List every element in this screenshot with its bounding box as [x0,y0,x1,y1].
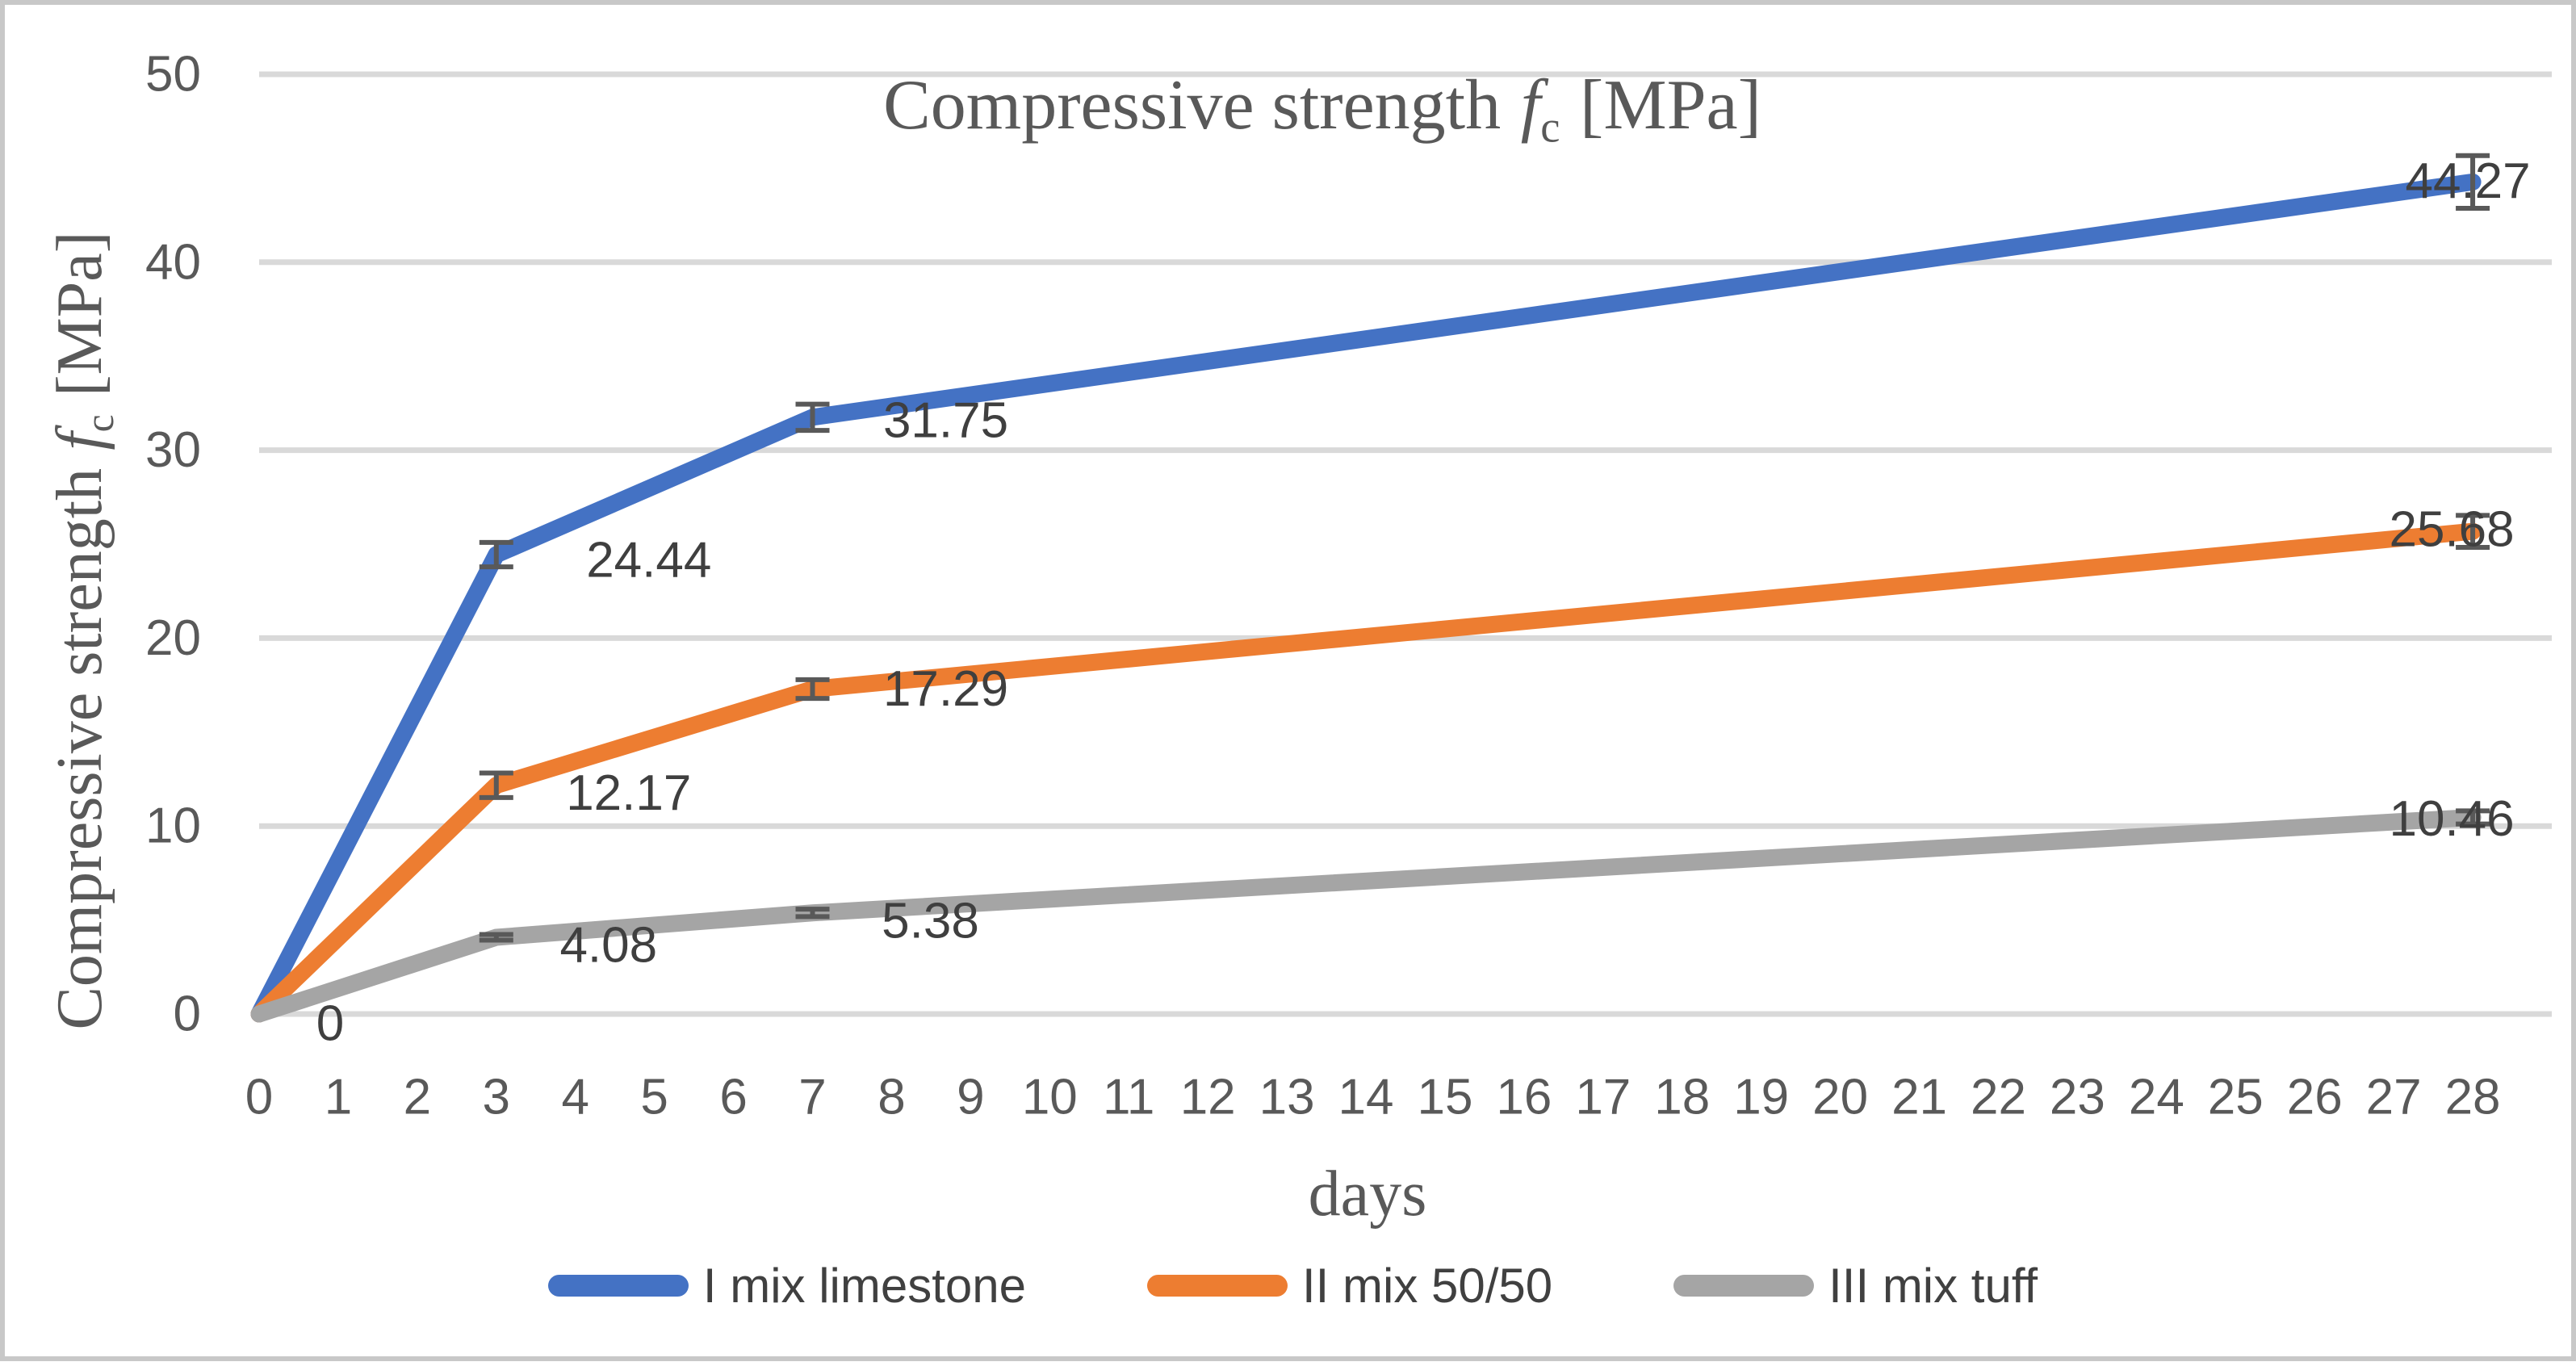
data-label: 17.29 [883,661,1008,717]
data-label: 5.38 [882,893,979,949]
x-tick-label: 11 [1103,1070,1154,1125]
y-axis-title-fc-italic: f [44,432,116,450]
chart-title: Compressive strength fc [MPa] [883,65,1761,152]
x-axis-title: days [1308,1159,1427,1230]
legend-swatch-gray [1673,1275,1815,1297]
x-tick-label: 25 [2208,1070,2264,1125]
legend: I mix limestone II mix 50/50 III mix tuf… [5,1258,2576,1314]
line-chart-canvas: 0 24.44 31.75 44.27 12.17 17.29 25.68 4.08 5.38 1… [145,47,2552,1125]
y-axis-title: Compressive strength fc [MPa] [44,232,123,1030]
x-tick-label: 7 [798,1070,826,1125]
x-tick-label: 19 [1733,1070,1789,1125]
legend-label: II mix 50/50 [1302,1259,1553,1313]
legend-swatch-orange [1147,1275,1288,1297]
chart-title-fc-italic: f [1520,66,1541,145]
legend-item-mix-2: II mix 50/50 [1147,1258,1552,1314]
x-tick-label: 27 [2366,1070,2422,1125]
data-label: 10.46 [2389,791,2514,847]
legend-item-mix-3: III mix tuff [1673,1258,2038,1314]
data-label: 0 [316,996,344,1052]
x-tick-label: 22 [1971,1070,2026,1125]
x-tick-label: 3 [483,1070,510,1125]
x-tick-label: 21 [1891,1070,1947,1125]
x-tick-label: 13 [1259,1070,1315,1125]
x-tick-label: 26 [2287,1070,2343,1125]
y-tick-label: 50 [145,47,201,103]
legend-label: III mix tuff [1828,1259,2038,1313]
legend-swatch-blue [547,1275,689,1297]
legend-label: I mix limestone [702,1259,1026,1313]
x-tick-label: 1 [325,1070,352,1125]
y-axis-title-units: [MPa] [44,231,116,396]
y-tick-label: 10 [145,798,201,854]
legend-item-mix-1: I mix limestone [547,1258,1026,1314]
x-tick-label: 12 [1180,1070,1236,1125]
x-tick-label: 15 [1417,1070,1472,1125]
x-tick-label: 16 [1496,1070,1552,1125]
x-tick-label: 2 [404,1070,431,1125]
data-label: 4.08 [559,918,657,974]
chart-title-units: [MPa] [1580,66,1761,145]
x-tick-label: 0 [245,1070,273,1125]
x-tick-label: 4 [561,1070,589,1125]
x-tick-label: 6 [719,1070,747,1125]
chart-title-text: Compressive strength [883,66,1502,145]
series-line-ii-mix-50-50 [250,522,2482,1023]
data-label: 12.17 [566,765,691,821]
x-tick-label: 5 [640,1070,668,1125]
y-tick-label: 40 [145,234,201,290]
x-tick-label: 8 [878,1070,905,1125]
x-tick-label: 28 [2445,1070,2501,1125]
data-label: 24.44 [586,533,711,589]
y-tick-label: 30 [145,422,201,478]
y-axis-title-fc-sub: c [77,414,122,433]
x-tick-label: 9 [957,1070,984,1125]
y-tick-label: 0 [174,987,201,1042]
x-tick-label: 14 [1338,1070,1394,1125]
x-tick-label: 23 [2050,1070,2105,1125]
y-tick-label: 20 [145,610,201,666]
data-label: 31.75 [883,392,1008,448]
series-line-iii-mix-tuff [250,808,2482,1023]
data-label: 25.68 [2389,502,2514,558]
y-axis-title-text: Compressive strength [44,467,116,1030]
chart-title-fc-sub: c [1540,102,1560,152]
series-line-i-mix-limestone [250,173,2482,1023]
x-tick-label: 20 [1812,1070,1868,1125]
data-label: 44.27 [2405,153,2530,209]
x-tick-label: 18 [1654,1070,1710,1125]
x-tick-label: 24 [2129,1070,2184,1125]
x-tick-label: 10 [1022,1070,1078,1125]
x-tick-label: 17 [1575,1070,1631,1125]
